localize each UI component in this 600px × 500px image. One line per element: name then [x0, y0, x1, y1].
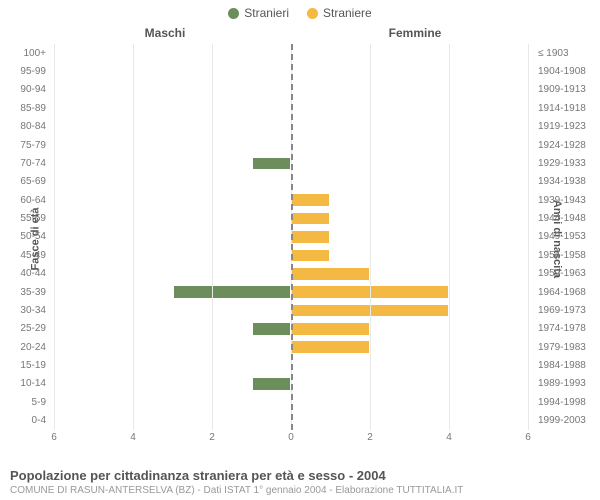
y-right-label: 1979-1983: [534, 338, 600, 356]
y-left-label: 65-69: [0, 173, 50, 191]
y-right-label: 1999-2003: [534, 412, 600, 430]
y-right-label: 1989-1993: [534, 375, 600, 393]
y-right-labels: ≤ 19031904-19081909-19131914-19181919-19…: [534, 44, 600, 430]
y-right-label: ≤ 1903: [534, 44, 600, 62]
x-tick-label: 6: [51, 432, 57, 443]
y-right-label: 1969-1973: [534, 301, 600, 319]
y-left-label: 100+: [0, 44, 50, 62]
y-right-label: 1944-1948: [534, 209, 600, 227]
y-right-label: 1929-1933: [534, 154, 600, 172]
bar-male: [252, 157, 291, 171]
grid-line: [133, 44, 134, 430]
footer: Popolazione per cittadinanza straniera p…: [10, 468, 590, 496]
grid-line: [370, 44, 371, 430]
chart: Maschi Femmine Fasce di età Anni di nasc…: [0, 26, 600, 452]
bar-female: [291, 249, 330, 263]
grid-line: [54, 44, 55, 430]
y-left-label: 15-19: [0, 356, 50, 374]
bar-female: [291, 230, 330, 244]
y-left-label: 10-14: [0, 375, 50, 393]
x-tick-label: 6: [525, 432, 531, 443]
bar-female: [291, 340, 370, 354]
x-ticks: 6 4 2 0 2 4 6: [54, 432, 528, 446]
y-right-label: 1934-1938: [534, 173, 600, 191]
legend-item-female: Straniere: [307, 6, 372, 20]
y-left-label: 80-84: [0, 118, 50, 136]
y-left-label: 25-29: [0, 320, 50, 338]
grid-line: [449, 44, 450, 430]
y-right-label: 1954-1958: [534, 246, 600, 264]
legend-swatch-male: [228, 8, 239, 19]
bar-female: [291, 322, 370, 336]
legend-label-male: Stranieri: [244, 6, 289, 20]
column-titles: Maschi Femmine: [0, 26, 600, 44]
bar-male: [173, 285, 292, 299]
bar-female: [291, 267, 370, 281]
y-left-label: 85-89: [0, 99, 50, 117]
y-left-label: 5-9: [0, 393, 50, 411]
y-left-label: 45-49: [0, 246, 50, 264]
x-tick-label: 2: [209, 432, 215, 443]
grid-line: [528, 44, 529, 430]
chart-title: Popolazione per cittadinanza straniera p…: [10, 468, 590, 483]
column-title-left: Maschi: [0, 26, 290, 44]
bar-male: [252, 377, 291, 391]
legend-label-female: Straniere: [323, 6, 372, 20]
y-left-label: 40-44: [0, 265, 50, 283]
y-left-label: 35-39: [0, 283, 50, 301]
y-right-label: 1959-1963: [534, 265, 600, 283]
y-left-label: 75-79: [0, 136, 50, 154]
y-left-label: 30-34: [0, 301, 50, 319]
y-left-label: 90-94: [0, 81, 50, 99]
y-left-label: 50-54: [0, 228, 50, 246]
plot-area: [54, 44, 528, 430]
y-left-label: 60-64: [0, 191, 50, 209]
y-left-label: 95-99: [0, 62, 50, 80]
y-right-label: 1974-1978: [534, 320, 600, 338]
y-left-label: 0-4: [0, 412, 50, 430]
grid-line: [212, 44, 213, 430]
y-right-label: 1994-1998: [534, 393, 600, 411]
y-right-label: 1904-1908: [534, 62, 600, 80]
y-right-label: 1924-1928: [534, 136, 600, 154]
legend-item-male: Stranieri: [228, 6, 289, 20]
y-right-label: 1964-1968: [534, 283, 600, 301]
y-left-labels: 100+95-9990-9485-8980-8475-7970-7465-696…: [0, 44, 50, 430]
y-left-label: 70-74: [0, 154, 50, 172]
bar-male: [252, 322, 291, 336]
column-title-right: Femmine: [290, 26, 600, 44]
y-right-label: 1984-1988: [534, 356, 600, 374]
y-right-label: 1909-1913: [534, 81, 600, 99]
x-tick-label: 2: [367, 432, 373, 443]
y-right-label: 1919-1923: [534, 118, 600, 136]
x-tick-label: 4: [446, 432, 452, 443]
y-right-label: 1914-1918: [534, 99, 600, 117]
legend-swatch-female: [307, 8, 318, 19]
y-right-label: 1939-1943: [534, 191, 600, 209]
x-tick-label: 0: [288, 432, 294, 443]
chart-subtitle: COMUNE DI RASUN-ANTERSELVA (BZ) - Dati I…: [10, 485, 590, 496]
y-left-label: 20-24: [0, 338, 50, 356]
center-line: [291, 44, 293, 430]
bar-female: [291, 193, 330, 207]
legend: Stranieri Straniere: [0, 0, 600, 20]
y-left-label: 55-59: [0, 209, 50, 227]
bar-female: [291, 212, 330, 226]
y-right-label: 1949-1953: [534, 228, 600, 246]
x-tick-label: 4: [130, 432, 136, 443]
